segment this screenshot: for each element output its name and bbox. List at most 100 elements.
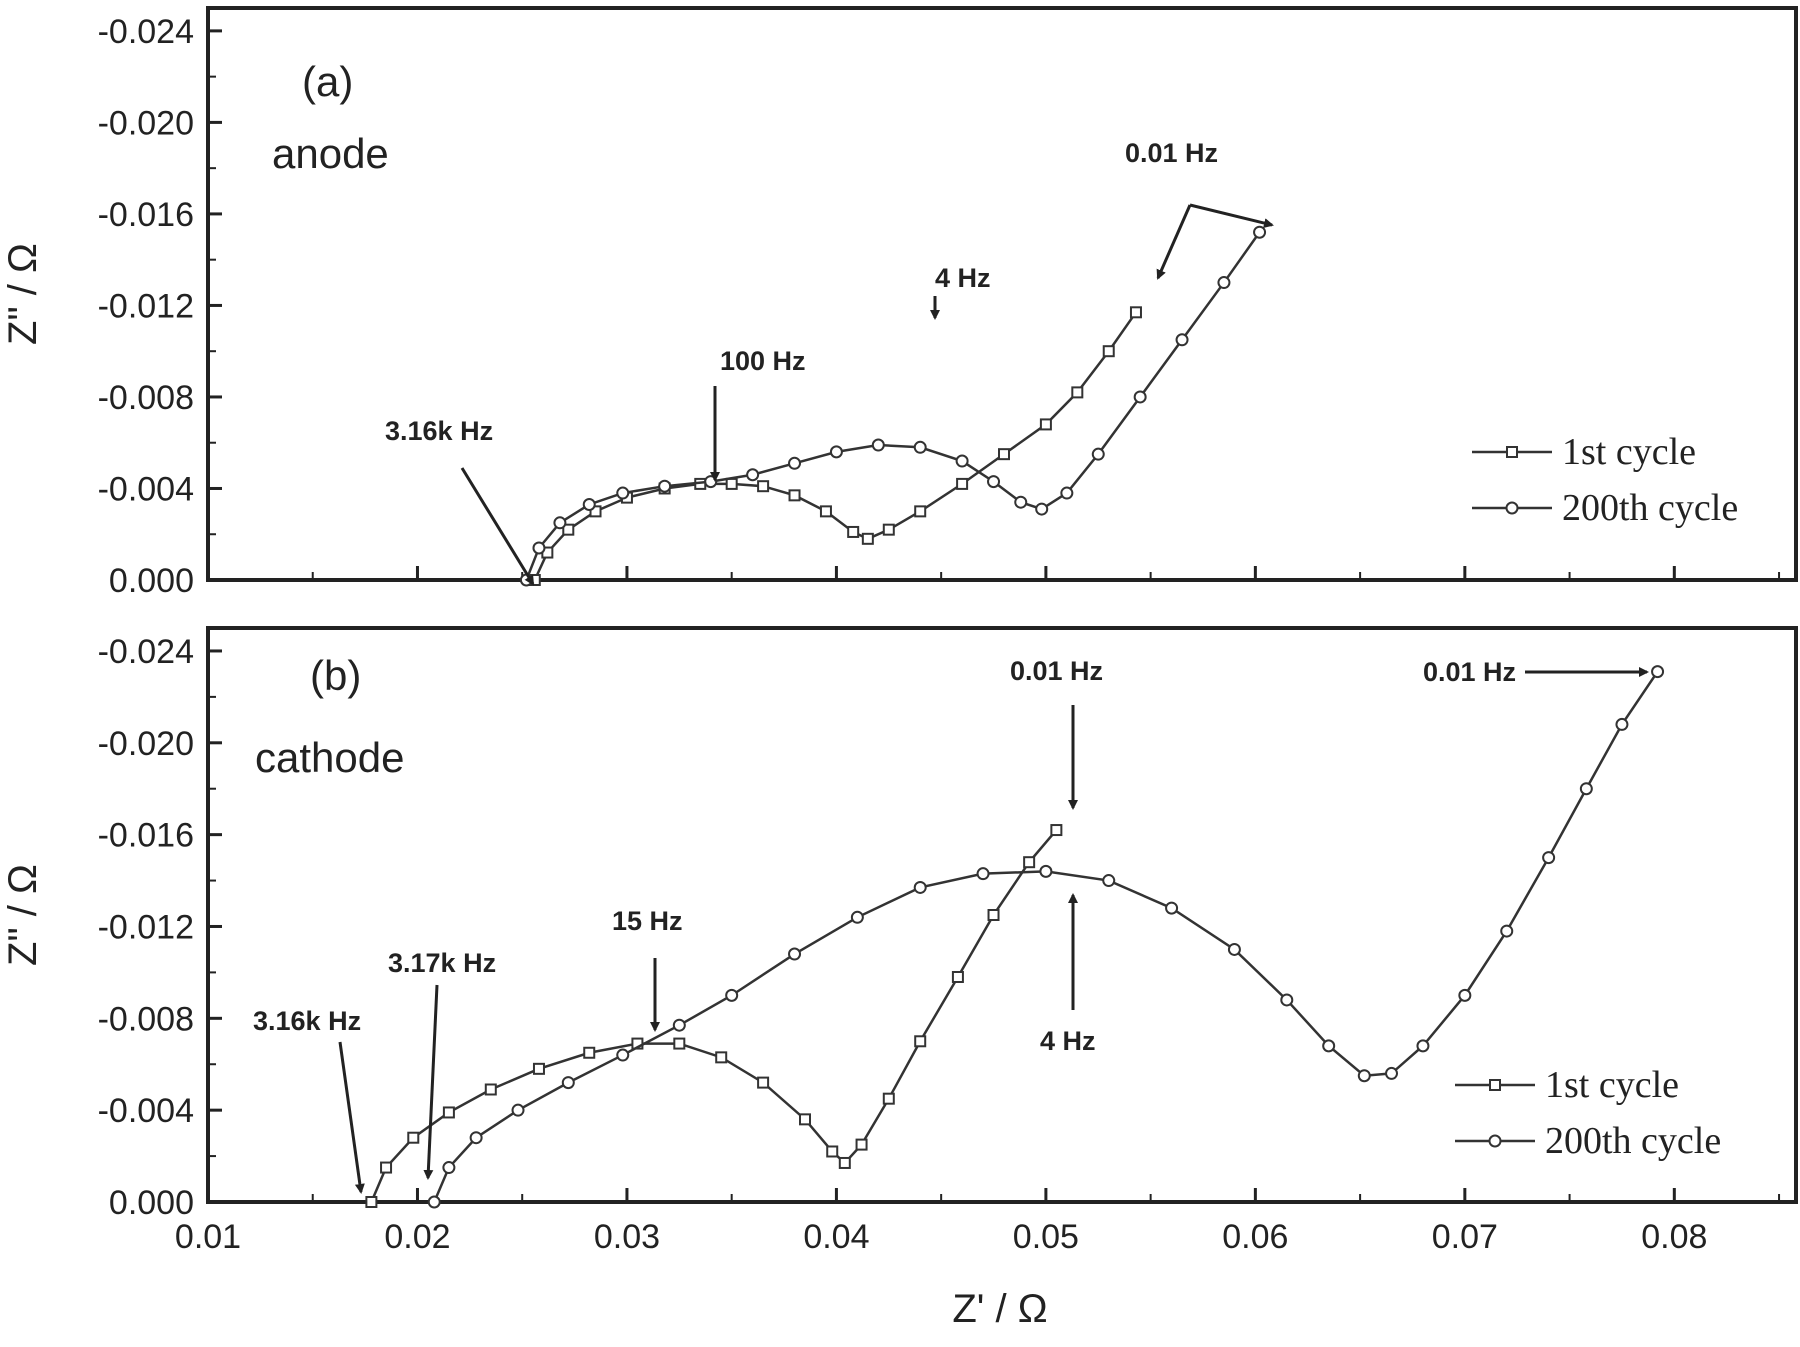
data-point (914, 1035, 927, 1048)
data-point (616, 486, 630, 500)
data-point (976, 867, 990, 881)
x-tick-label: 0.06 (1222, 1218, 1288, 1256)
data-point (365, 1196, 378, 1208)
data-point (407, 1131, 420, 1144)
legend-label: 200th cycle (1562, 487, 1738, 529)
data-point (956, 477, 969, 490)
data-point (1322, 1039, 1336, 1053)
data-point (819, 505, 832, 518)
frequency-annotation: 0.01 Hz (1423, 657, 1516, 687)
y-tick-label: -0.020 (98, 104, 194, 142)
data-point (725, 477, 738, 490)
x-tick-label: 0.03 (594, 1218, 660, 1256)
x-tick-label: 0.05 (1013, 1218, 1079, 1256)
data-point (746, 468, 760, 482)
y-tick-label: -0.016 (98, 817, 194, 855)
plot-frame (206, 626, 1798, 1204)
data-point (1023, 856, 1036, 869)
data-point (484, 1083, 497, 1096)
data-point (616, 1048, 630, 1062)
legend-label: 1st cycle (1545, 1064, 1679, 1106)
data-point (826, 1145, 839, 1158)
data-point (861, 532, 874, 545)
data-point (1542, 851, 1556, 865)
data-point (380, 1161, 393, 1174)
y-tick-label: -0.016 (98, 196, 194, 234)
x-tick-label: 0.04 (803, 1218, 869, 1256)
y-axis-title: Z" / Ω (1, 243, 45, 345)
data-point (561, 1076, 575, 1090)
frequency-annotation: 4 Hz (1040, 1026, 1096, 1056)
frequency-annotation: 0.01 Hz (1010, 656, 1103, 686)
data-point (1050, 824, 1063, 837)
plot-frame (206, 6, 1798, 582)
data-point (788, 489, 801, 502)
x-tick-label: 0.01 (175, 1218, 241, 1256)
data-point (788, 456, 802, 470)
data-point (1579, 782, 1593, 796)
data-point (582, 497, 596, 511)
panel-b: -0.024 -0.020 -0.016 -0.012 -0.008 -0.004 0.00… (1, 626, 1798, 1331)
x-tick-label: 0.07 (1432, 1218, 1498, 1256)
frequency-annotation: 3.16k Hz (253, 1006, 361, 1036)
frequency-annotation: 3.16k Hz (385, 416, 493, 446)
data-point (1039, 418, 1052, 431)
data-point (987, 475, 1001, 489)
y-tick-label: -0.004 (98, 470, 194, 508)
x-axis-title: Z' / Ω (952, 1287, 1047, 1331)
legend-marker (1506, 446, 1518, 458)
data-point (799, 1113, 811, 1126)
data-point (913, 440, 927, 454)
legend-marker (1489, 1079, 1501, 1091)
panel-a: -0.024 -0.020 -0.016 -0.012 -0.008 -0.004 0.00… (1, 6, 1798, 600)
data-point (1416, 1039, 1430, 1053)
data-point (829, 445, 843, 459)
data-point (442, 1106, 455, 1119)
data-point (442, 1161, 456, 1175)
y-tick-label: 0.000 (109, 1184, 194, 1222)
series-line (525, 231, 1261, 581)
annotation-arrow (423, 984, 439, 1180)
panel-label: (a) (302, 58, 353, 105)
data-point (1615, 717, 1629, 731)
annotation-arrow (1156, 204, 1192, 280)
data-point (850, 910, 864, 924)
data-point (1060, 486, 1074, 500)
y-axis-title: Z" / Ω (1, 864, 45, 966)
data-point (1651, 665, 1665, 679)
data-point (913, 880, 927, 894)
data-point (1385, 1066, 1399, 1080)
data-point (838, 1156, 851, 1169)
data-point (553, 516, 567, 530)
data-point (562, 523, 575, 536)
data-point (511, 1103, 525, 1117)
x-tick-label: 0.02 (384, 1218, 450, 1256)
frequency-annotation: 15 Hz (612, 906, 683, 936)
data-point (1253, 225, 1267, 239)
y-tick-label: -0.012 (98, 908, 194, 946)
annotation-arrow (338, 1041, 365, 1194)
data-point (914, 505, 927, 518)
y-tick-label: -0.020 (98, 725, 194, 763)
annotation-arrow (1189, 203, 1274, 228)
legend-label: 200th cycle (1545, 1120, 1721, 1162)
data-point (1280, 993, 1294, 1007)
frequency-annotation: 4 Hz (935, 263, 991, 293)
data-point (871, 438, 885, 452)
data-point (1133, 390, 1147, 404)
data-point (757, 1076, 770, 1089)
y-tick-label: -0.008 (98, 1000, 194, 1038)
frequency-annotation: 0.01 Hz (1125, 138, 1218, 168)
data-point (757, 480, 770, 493)
data-point (725, 988, 739, 1002)
data-point (788, 947, 802, 961)
data-point (1165, 901, 1179, 915)
panel-label: (b) (310, 652, 361, 699)
data-point (1035, 502, 1049, 516)
legend-marker (1488, 1134, 1502, 1148)
data-point (1102, 874, 1116, 888)
series-line (370, 829, 1058, 1203)
y-tick-label: -0.012 (98, 287, 194, 325)
legend-marker (1505, 501, 1519, 515)
y-tick-label: 0.000 (109, 562, 194, 600)
